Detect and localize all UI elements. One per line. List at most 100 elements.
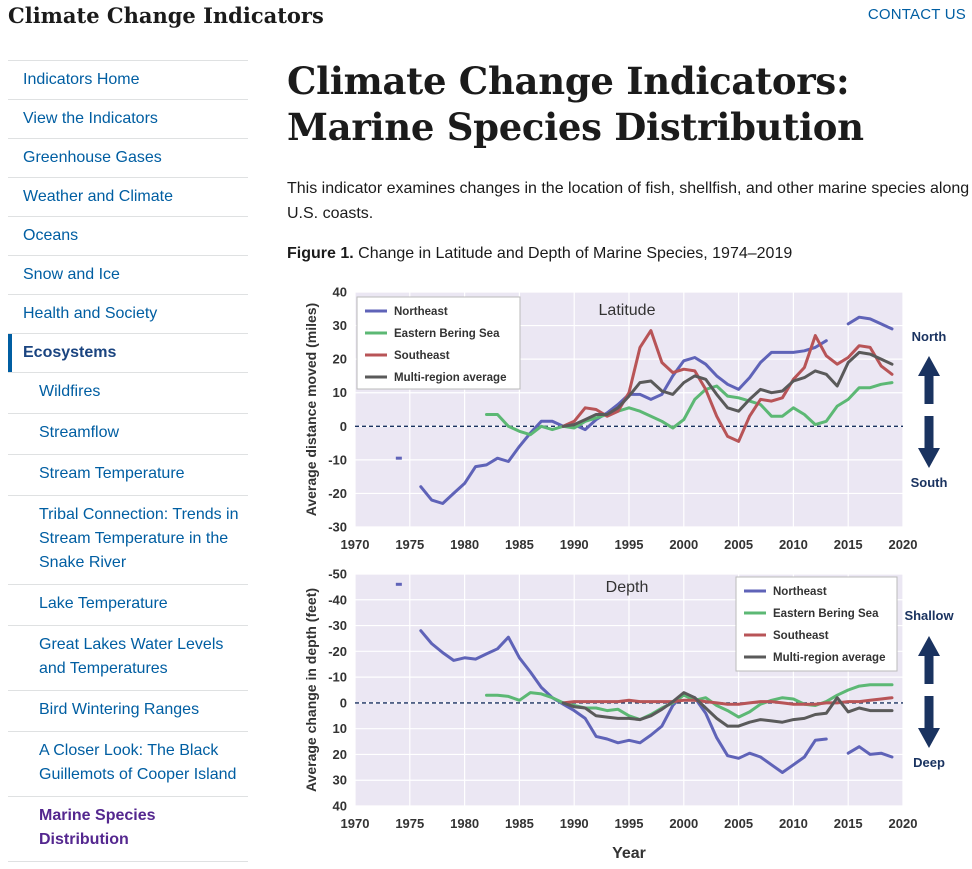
- chart-latitude-x-tick-label: 1990: [560, 537, 589, 552]
- sidebar-subitem-great-lakes: Great Lakes Water Levels and Temperature…: [8, 626, 248, 691]
- sidebar-sublink-current[interactable]: Marine Species Distribution: [39, 807, 156, 848]
- chart-depth-y-tick-label: -10: [328, 670, 347, 685]
- chart-depth-y-tick-label: 20: [333, 747, 347, 762]
- chart-latitude-title: Latitude: [599, 302, 656, 319]
- sidebar-link-current[interactable]: Ecosystems: [8, 334, 248, 372]
- sidebar-link[interactable]: Health and Society: [23, 305, 158, 322]
- sidebar-item-view-indicators: View the Indicators: [8, 100, 248, 139]
- sidebar-sublink[interactable]: Bird Wintering Ranges: [39, 701, 200, 718]
- chart-latitude-y-axis-label: Average distance moved (miles): [303, 303, 319, 516]
- chart-latitude-series-line: [846, 315, 894, 331]
- chart-latitude-y-tick-label: 20: [333, 352, 347, 367]
- sidebar-subitem-stream-temperature: Stream Temperature: [8, 455, 248, 496]
- chart-latitude-legend-label: Multi-region average: [394, 372, 506, 384]
- chart-latitude-x-tick-label: 2015: [834, 537, 863, 552]
- sidebar-subitem-tribal-connection: Tribal Connection: Trends in Stream Temp…: [8, 496, 248, 585]
- sidebar-link[interactable]: Indicators Home: [23, 71, 140, 88]
- chart-latitude-y-tick-label: 30: [333, 318, 347, 333]
- chart-latitude-legend-label: Southeast: [394, 350, 450, 362]
- sidebar-sublink[interactable]: Stream Temperature: [39, 465, 185, 482]
- chart-depth-legend-label: Multi-region average: [773, 652, 885, 664]
- chart-depth-x-tick-label: 1980: [450, 816, 479, 831]
- sidebar-subitem-bird-wintering: Bird Wintering Ranges: [8, 691, 248, 732]
- figure-label: Figure 1.: [287, 245, 354, 262]
- chart-latitude-legend-label: Eastern Bering Sea: [394, 328, 500, 340]
- chart-latitude-x-tick-label: 2005: [724, 537, 753, 552]
- sidebar-sublink[interactable]: Lake Temperature: [39, 595, 168, 612]
- chart-depth-y-tick-label: -30: [328, 618, 347, 633]
- chart-latitude-y-tick-label: -10: [328, 452, 347, 467]
- chart-depth-series-line: [561, 691, 894, 728]
- chart-depth-legend-label: Southeast: [773, 630, 829, 642]
- figure-caption-text: Change in Latitude and Depth of Marine S…: [358, 245, 793, 262]
- chart-latitude-x-tick-label: 2020: [889, 537, 918, 552]
- sidebar-subitem-streamflow: Streamflow: [8, 414, 248, 455]
- sidebar-sublink[interactable]: Great Lakes Water Levels and Temperature…: [39, 636, 224, 677]
- chart-latitude-direction-up-label: North: [912, 329, 947, 344]
- chart-latitude-series-line: [561, 329, 894, 443]
- chart-latitude-y-tick-label: -30: [328, 520, 347, 535]
- sidebar-sublink[interactable]: Tribal Connection: Trends in Stream Temp…: [39, 506, 239, 571]
- chart-latitude-arrow-down-icon: [918, 416, 940, 468]
- chart-latitude-legend-label: Northeast: [394, 306, 448, 318]
- contact-us-link[interactable]: CONTACT US: [867, 6, 966, 23]
- sidebar-subitem-lake-temperature: Lake Temperature: [8, 585, 248, 626]
- chart-depth-x-tick-label: 2020: [889, 816, 918, 831]
- chart-latitude-arrow-up-icon: [918, 356, 940, 404]
- chart-depth-x-tick-label: 2000: [669, 816, 698, 831]
- sidebar-item-weather-climate: Weather and Climate: [8, 178, 248, 217]
- sidebar-nav: Indicators Home View the Indicators Gree…: [8, 60, 248, 862]
- chart-depth-series-line: [846, 745, 894, 759]
- site-title[interactable]: Climate Change Indicators: [8, 3, 324, 28]
- chart-depth-arrow-up-icon: [918, 636, 940, 684]
- chart-depth-x-tick-label: 1990: [560, 816, 589, 831]
- chart-depth-y-tick-label: -50: [328, 567, 347, 582]
- chart-depth-y-tick-label: 0: [340, 695, 347, 710]
- sidebar-link[interactable]: Weather and Climate: [23, 188, 173, 205]
- chart-latitude-y-tick-label: -20: [328, 486, 347, 501]
- chart-latitude-x-tick-label: 1970: [341, 537, 370, 552]
- sidebar-sublink[interactable]: Wildfires: [39, 383, 101, 400]
- sidebar-item-oceans: Oceans: [8, 217, 248, 256]
- sidebar-sublink[interactable]: A Closer Look: The Black Guillemots of C…: [39, 742, 237, 783]
- chart-depth-series-line: [419, 629, 828, 774]
- chart-depth-x-tick-label: 2010: [779, 816, 808, 831]
- chart-depth-y-tick-label: 30: [333, 773, 347, 788]
- sidebar-item-greenhouse-gases: Greenhouse Gases: [8, 139, 248, 178]
- chart-latitude-y-tick-label: 10: [333, 385, 347, 400]
- chart-latitude-x-tick-label: 2000: [669, 537, 698, 552]
- chart-depth-x-axis-label: Year: [612, 845, 646, 862]
- chart-depth-legend-label: Northeast: [773, 586, 827, 598]
- chart-depth-y-tick-label: -40: [328, 592, 347, 607]
- chart-depth-legend-label: Eastern Bering Sea: [773, 608, 879, 620]
- chart-depth-arrow-down-icon: [918, 696, 940, 748]
- chart-depth-y-tick-label: 40: [333, 799, 347, 814]
- figure-caption: Figure 1. Change in Latitude and Depth o…: [287, 243, 792, 265]
- sidebar-link[interactable]: Snow and Ice: [23, 266, 120, 283]
- chart-latitude-x-tick-label: 1975: [395, 537, 424, 552]
- chart-latitude-y-tick-label: 0: [340, 419, 347, 434]
- chart-depth-direction-up-label: Shallow: [904, 608, 954, 623]
- chart-latitude-x-tick-label: 1985: [505, 537, 534, 552]
- chart-latitude-series-line: [485, 381, 894, 437]
- sidebar-link[interactable]: Oceans: [23, 227, 79, 244]
- chart-depth-x-tick-label: 1985: [505, 816, 534, 831]
- page-title: Climate Change Indicators: Marine Specie…: [287, 59, 864, 149]
- chart-depth-x-tick-label: 1995: [615, 816, 644, 831]
- sidebar-item-ecosystems: Ecosystems: [8, 334, 248, 373]
- sidebar-subitem-wildfires: Wildfires: [8, 373, 248, 414]
- chart-depth-x-tick-label: 2005: [724, 816, 753, 831]
- sidebar-link[interactable]: View the Indicators: [23, 110, 158, 127]
- sidebar-link[interactable]: Greenhouse Gases: [23, 149, 162, 166]
- chart-depth-x-tick-label: 2015: [834, 816, 863, 831]
- chart-latitude-x-tick-label: 1980: [450, 537, 479, 552]
- sidebar-item-indicators-home: Indicators Home: [8, 61, 248, 100]
- chart-latitude-x-tick-label: 2010: [779, 537, 808, 552]
- sidebar-item-health-society: Health and Society: [8, 295, 248, 334]
- chart-depth-y-tick-label: -20: [328, 644, 347, 659]
- chart-depth-series-line: [561, 696, 894, 706]
- sidebar-sublink[interactable]: Streamflow: [39, 424, 120, 441]
- chart-latitude-y-tick-label: 40: [333, 285, 347, 300]
- sidebar-subitem-black-guillemots: A Closer Look: The Black Guillemots of C…: [8, 732, 248, 797]
- chart-depth-legend: [735, 576, 898, 672]
